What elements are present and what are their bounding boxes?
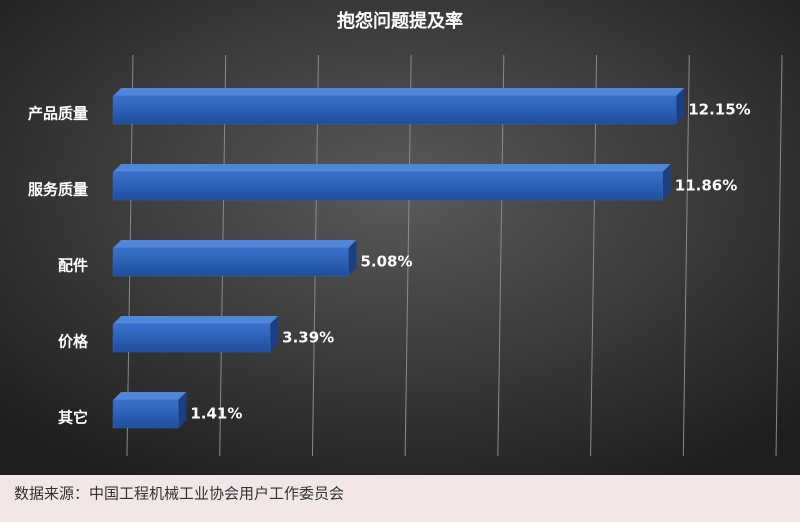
grid-line xyxy=(682,54,690,457)
bar xyxy=(112,247,349,277)
bar-side xyxy=(178,392,187,428)
bar-top xyxy=(113,164,671,172)
y-tick-label: 服务质量 xyxy=(28,181,88,199)
value-label: 3.39% xyxy=(282,329,334,347)
bar-top xyxy=(113,392,187,400)
bar-top xyxy=(113,88,685,96)
grid-line xyxy=(775,54,783,457)
bar xyxy=(112,399,179,429)
bar-side xyxy=(270,316,279,352)
value-label: 5.08% xyxy=(360,253,412,271)
bar xyxy=(112,171,664,201)
chart-title: 抱怨问题提及率 xyxy=(337,10,463,32)
y-tick-label: 其它 xyxy=(58,409,88,427)
footer xyxy=(0,475,800,522)
y-tick-label: 产品质量 xyxy=(28,105,88,123)
bar-side xyxy=(662,164,671,200)
y-tick-label: 配件 xyxy=(58,257,88,275)
bar xyxy=(112,323,271,353)
value-label: 1.41% xyxy=(190,405,242,423)
bar-side xyxy=(676,88,685,124)
y-tick-label: 价格 xyxy=(58,333,89,351)
source-note: 数据来源：中国工程机械工业协会用户工作委员会 xyxy=(14,485,344,503)
value-label: 11.86% xyxy=(675,177,737,195)
bar xyxy=(112,95,677,125)
value-label: 12.15% xyxy=(688,101,750,119)
bar-side xyxy=(348,240,357,276)
bar-top xyxy=(113,316,279,324)
bar-top xyxy=(113,240,357,248)
